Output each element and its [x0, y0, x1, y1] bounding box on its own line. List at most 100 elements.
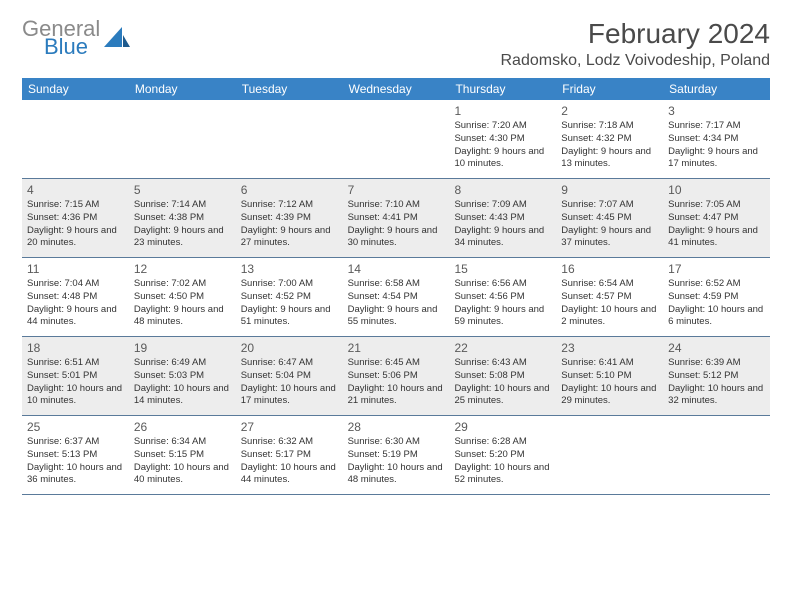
- sunset-text: Sunset: 4:47 PM: [668, 212, 765, 225]
- sunset-text: Sunset: 5:08 PM: [454, 370, 551, 383]
- sunset-text: Sunset: 5:04 PM: [241, 370, 338, 383]
- day-info: Sunrise: 6:32 AMSunset: 5:17 PMDaylight:…: [241, 436, 338, 487]
- day-info: Sunrise: 7:18 AMSunset: 4:32 PMDaylight:…: [561, 120, 658, 171]
- sunset-text: Sunset: 5:13 PM: [27, 449, 124, 462]
- day-number: 5: [134, 183, 231, 197]
- day-info: Sunrise: 7:15 AMSunset: 4:36 PMDaylight:…: [27, 199, 124, 250]
- week-row: 4Sunrise: 7:15 AMSunset: 4:36 PMDaylight…: [22, 179, 770, 258]
- day-number: 20: [241, 341, 338, 355]
- day-number: 3: [668, 104, 765, 118]
- day-number: 27: [241, 420, 338, 434]
- weeks-container: 1 Sunrise: 7:20 AMSunset: 4:30 PMDaylight…: [22, 100, 770, 495]
- header-bar: General Blue February 2024 Radomsko, Lod…: [22, 18, 770, 70]
- day-header-cell: Tuesday: [236, 78, 343, 100]
- day-number: 7: [348, 183, 445, 197]
- sunset-text: Sunset: 4:34 PM: [668, 133, 765, 146]
- sunset-text: Sunset: 5:12 PM: [668, 370, 765, 383]
- daylight-text: Daylight: 9 hours and 13 minutes.: [561, 146, 658, 172]
- sunset-text: Sunset: 5:06 PM: [348, 370, 445, 383]
- day-info: Sunrise: 6:45 AMSunset: 5:06 PMDaylight:…: [348, 357, 445, 408]
- daylight-text: Daylight: 9 hours and 55 minutes.: [348, 304, 445, 330]
- sunset-text: Sunset: 5:15 PM: [134, 449, 231, 462]
- day-cell: 15Sunrise: 6:56 AMSunset: 4:56 PMDayligh…: [449, 258, 556, 336]
- day-number: 25: [27, 420, 124, 434]
- daylight-text: Daylight: 9 hours and 23 minutes.: [134, 225, 231, 251]
- day-cell: 5 Sunrise: 7:14 AMSunset: 4:38 PMDaylight…: [129, 179, 236, 257]
- day-cell: 17Sunrise: 6:52 AMSunset: 4:59 PMDayligh…: [663, 258, 770, 336]
- day-number: 14: [348, 262, 445, 276]
- day-cell: 14Sunrise: 6:58 AMSunset: 4:54 PMDayligh…: [343, 258, 450, 336]
- location-text: Radomsko, Lodz Voivodeship, Poland: [500, 52, 770, 70]
- day-info: Sunrise: 7:10 AMSunset: 4:41 PMDaylight:…: [348, 199, 445, 250]
- week-row: 1 Sunrise: 7:20 AMSunset: 4:30 PMDaylight…: [22, 100, 770, 179]
- day-info: Sunrise: 7:07 AMSunset: 4:45 PMDaylight:…: [561, 199, 658, 250]
- week-row: 11Sunrise: 7:04 AMSunset: 4:48 PMDayligh…: [22, 258, 770, 337]
- sunrise-text: Sunrise: 6:49 AM: [134, 357, 231, 370]
- week-row: 18Sunrise: 6:51 AMSunset: 5:01 PMDayligh…: [22, 337, 770, 416]
- sunrise-text: Sunrise: 6:32 AM: [241, 436, 338, 449]
- sunset-text: Sunset: 4:48 PM: [27, 291, 124, 304]
- day-cell: 1 Sunrise: 7:20 AMSunset: 4:30 PMDaylight…: [449, 100, 556, 178]
- day-cell: 22Sunrise: 6:43 AMSunset: 5:08 PMDayligh…: [449, 337, 556, 415]
- daylight-text: Daylight: 9 hours and 34 minutes.: [454, 225, 551, 251]
- title-block: February 2024 Radomsko, Lodz Voivodeship…: [500, 18, 770, 70]
- day-cell: [236, 100, 343, 178]
- sunrise-text: Sunrise: 7:14 AM: [134, 199, 231, 212]
- day-header-cell: Monday: [129, 78, 236, 100]
- day-cell: [129, 100, 236, 178]
- day-number: 12: [134, 262, 231, 276]
- day-header-cell: Saturday: [663, 78, 770, 100]
- sunset-text: Sunset: 4:57 PM: [561, 291, 658, 304]
- sunrise-text: Sunrise: 7:18 AM: [561, 120, 658, 133]
- sunset-text: Sunset: 4:32 PM: [561, 133, 658, 146]
- day-cell: 2Sunrise: 7:18 AMSunset: 4:32 PMDaylight…: [556, 100, 663, 178]
- sunset-text: Sunset: 4:30 PM: [454, 133, 551, 146]
- sunset-text: Sunset: 4:56 PM: [454, 291, 551, 304]
- day-header-cell: Sunday: [22, 78, 129, 100]
- day-header-cell: Thursday: [449, 78, 556, 100]
- day-cell: 19Sunrise: 6:49 AMSunset: 5:03 PMDayligh…: [129, 337, 236, 415]
- day-cell: 10Sunrise: 7:05 AMSunset: 4:47 PMDayligh…: [663, 179, 770, 257]
- day-info: Sunrise: 7:20 AMSunset: 4:30 PMDaylight:…: [454, 120, 551, 171]
- sunrise-text: Sunrise: 6:37 AM: [27, 436, 124, 449]
- day-cell: 7 Sunrise: 7:10 AMSunset: 4:41 PMDaylight…: [343, 179, 450, 257]
- day-cell: 8Sunrise: 7:09 AMSunset: 4:43 PMDaylight…: [449, 179, 556, 257]
- day-info: Sunrise: 7:05 AMSunset: 4:47 PMDaylight:…: [668, 199, 765, 250]
- daylight-text: Daylight: 10 hours and 40 minutes.: [134, 462, 231, 488]
- day-number: 1: [454, 104, 551, 118]
- day-info: Sunrise: 7:17 AMSunset: 4:34 PMDaylight:…: [668, 120, 765, 171]
- sunset-text: Sunset: 5:20 PM: [454, 449, 551, 462]
- week-row: 25 Sunrise: 6:37 AMSunset: 5:13 PM Dayligh…: [22, 416, 770, 495]
- day-number: 17: [668, 262, 765, 276]
- sunset-text: Sunset: 4:45 PM: [561, 212, 658, 225]
- day-number: 16: [561, 262, 658, 276]
- sunrise-text: Sunrise: 7:10 AM: [348, 199, 445, 212]
- sunrise-text: Sunrise: 6:43 AM: [454, 357, 551, 370]
- day-info: Sunrise: 6:39 AMSunset: 5:12 PMDaylight:…: [668, 357, 765, 408]
- calendar-grid: SundayMondayTuesdayWednesdayThursdayFrid…: [22, 78, 770, 495]
- day-cell: 16Sunrise: 6:54 AMSunset: 4:57 PMDayligh…: [556, 258, 663, 336]
- day-cell: 18Sunrise: 6:51 AMSunset: 5:01 PMDayligh…: [22, 337, 129, 415]
- day-info: Sunrise: 7:02 AMSunset: 4:50 PMDaylight:…: [134, 278, 231, 329]
- day-info: Sunrise: 6:56 AMSunset: 4:56 PMDaylight:…: [454, 278, 551, 329]
- sunrise-text: Sunrise: 7:04 AM: [27, 278, 124, 291]
- daylight-text: Daylight: 9 hours and 48 minutes.: [134, 304, 231, 330]
- brand-sail-icon: [104, 27, 130, 51]
- sunrise-text: Sunrise: 7:07 AM: [561, 199, 658, 212]
- day-cell: 3 Sunrise: 7:17 AMSunset: 4:34 PMDaylight…: [663, 100, 770, 178]
- day-cell: 27 Sunrise: 6:32 AMSunset: 5:17 PMDayligh…: [236, 416, 343, 494]
- sunrise-text: Sunrise: 6:51 AM: [27, 357, 124, 370]
- day-number: 29: [454, 420, 551, 434]
- brand-logo: General Blue: [22, 18, 130, 58]
- sunrise-text: Sunrise: 6:28 AM: [454, 436, 551, 449]
- day-cell: 20Sunrise: 6:47 AMSunset: 5:04 PMDayligh…: [236, 337, 343, 415]
- sunrise-text: Sunrise: 6:47 AM: [241, 357, 338, 370]
- day-info: Sunrise: 7:14 AMSunset: 4:38 PMDaylight:…: [134, 199, 231, 250]
- day-cell: 23Sunrise: 6:41 AMSunset: 5:10 PMDayligh…: [556, 337, 663, 415]
- daylight-text: Daylight: 10 hours and 48 minutes.: [348, 462, 445, 488]
- day-info: Sunrise: 7:00 AMSunset: 4:52 PMDaylight:…: [241, 278, 338, 329]
- daylight-text: Daylight: 9 hours and 51 minutes.: [241, 304, 338, 330]
- day-number: 28: [348, 420, 445, 434]
- sunset-text: Sunset: 4:39 PM: [241, 212, 338, 225]
- sunrise-text: Sunrise: 6:58 AM: [348, 278, 445, 291]
